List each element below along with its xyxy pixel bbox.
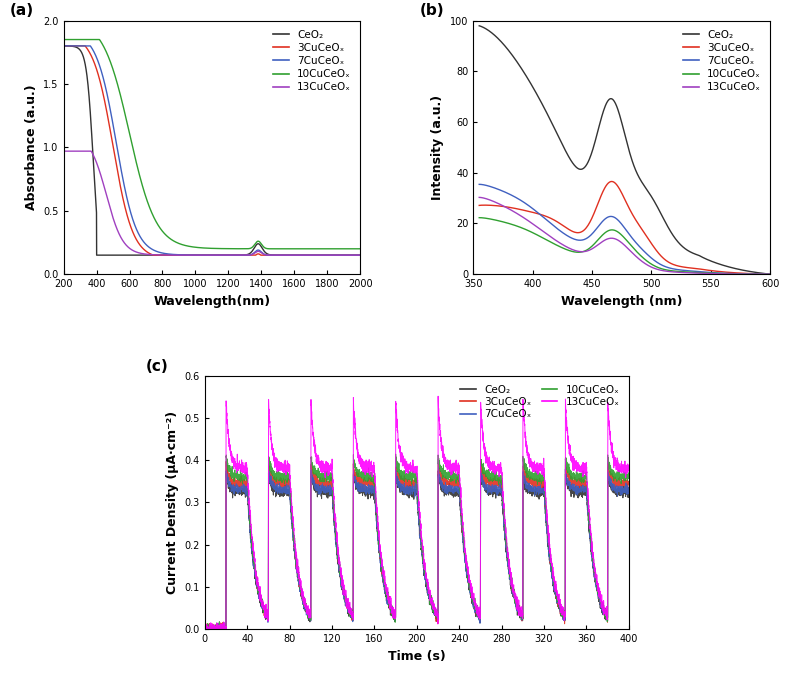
X-axis label: Wavelength(nm): Wavelength(nm) bbox=[153, 295, 271, 308]
Text: (b): (b) bbox=[420, 3, 445, 18]
Legend: CeO₂, 3CuCeOₓ, 7CuCeOₓ, 10CuCeOₓ, 13CuCeOₓ: CeO₂, 3CuCeOₓ, 7CuCeOₓ, 10CuCeOₓ, 13CuCe… bbox=[269, 26, 355, 96]
Y-axis label: Intensity (a.u.): Intensity (a.u.) bbox=[431, 95, 445, 200]
X-axis label: Time (s): Time (s) bbox=[388, 650, 445, 663]
Text: (a): (a) bbox=[10, 3, 34, 18]
Legend: CeO₂, 3CuCeOₓ, 7CuCeOₓ, 10CuCeOₓ, 13CuCeOₓ: CeO₂, 3CuCeOₓ, 7CuCeOₓ, 10CuCeOₓ, 13CuCe… bbox=[679, 26, 765, 96]
X-axis label: Wavelength (nm): Wavelength (nm) bbox=[561, 295, 683, 308]
Y-axis label: Current Density (μA·cm⁻²): Current Density (μA·cm⁻²) bbox=[166, 411, 179, 594]
Legend: CeO₂, 3CuCeOₓ, 7CuCeOₓ, 10CuCeOₓ, 13CuCeOₓ: CeO₂, 3CuCeOₓ, 7CuCeOₓ, 10CuCeOₓ, 13CuCe… bbox=[456, 381, 623, 423]
Y-axis label: Absorbance (a.u.): Absorbance (a.u.) bbox=[25, 85, 38, 210]
Text: (c): (c) bbox=[145, 358, 168, 373]
